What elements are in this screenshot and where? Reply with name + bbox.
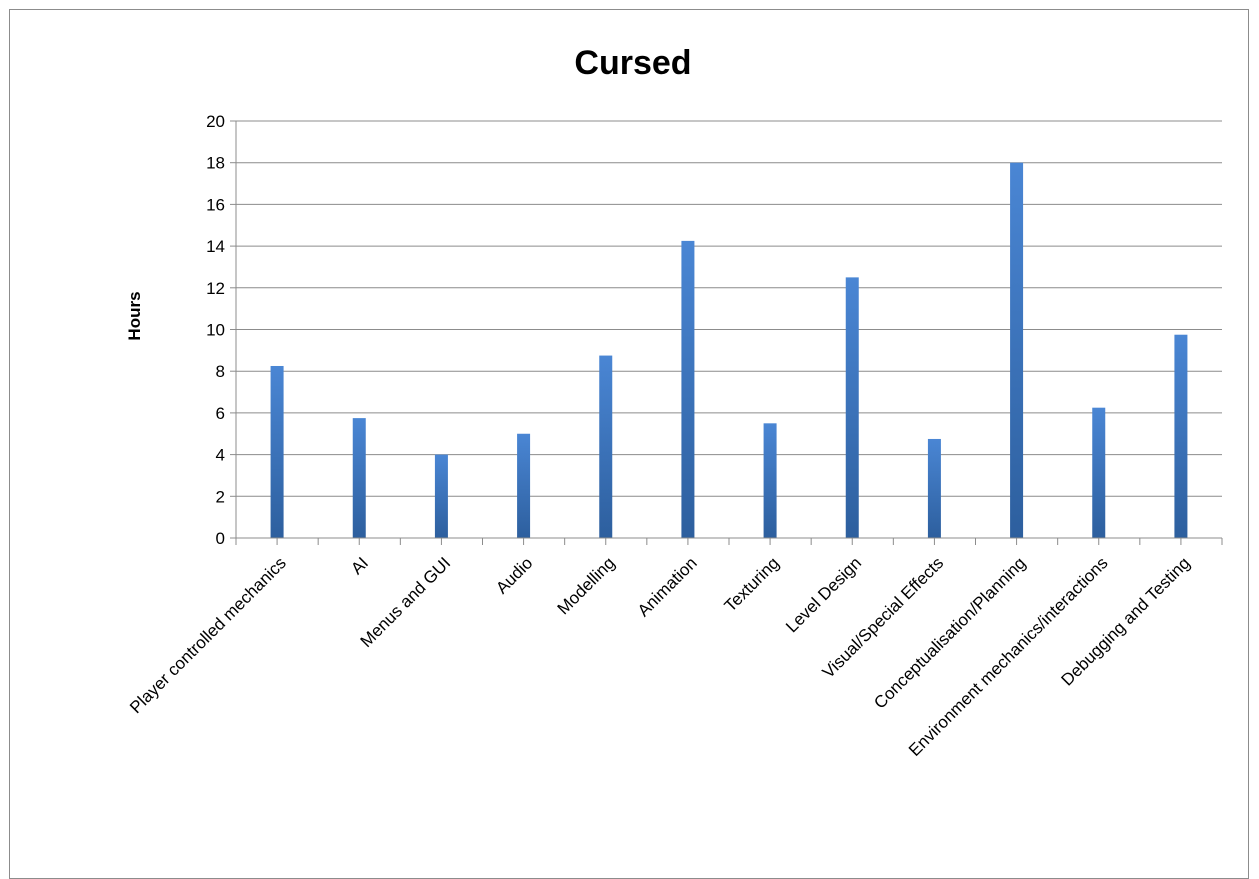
y-tick-label: 10 <box>206 321 225 340</box>
category-label: Modelling <box>554 553 619 618</box>
y-tick-label: 16 <box>206 195 225 214</box>
y-tick-label: 20 <box>206 112 225 131</box>
bar <box>352 418 366 538</box>
y-tick-label: 2 <box>216 487 225 506</box>
bar <box>927 438 941 538</box>
bar <box>517 433 531 538</box>
y-tick-labels: 0 2 4 6 8 10 12 14 16 18 20 <box>206 112 225 548</box>
y-tick-label: 8 <box>216 362 225 381</box>
category-label: Texturing <box>721 553 783 615</box>
bar <box>1092 407 1106 538</box>
bars <box>270 162 1188 538</box>
category-label: Audio <box>492 553 536 597</box>
chart-frame <box>9 9 1249 879</box>
category-label: Menus and GUI <box>357 553 455 651</box>
bar <box>434 454 448 538</box>
y-tick-label: 4 <box>216 446 225 465</box>
category-label: Animation <box>634 553 701 620</box>
category-label: Conceptualisation/Planning <box>870 553 1029 712</box>
bar <box>1174 334 1188 538</box>
category-label: Player controlled mechanics <box>126 553 290 717</box>
bar <box>763 423 777 538</box>
bar <box>681 240 695 538</box>
y-axis-label: Hours <box>125 291 144 340</box>
y-tick-label: 0 <box>216 529 225 548</box>
category-label: AI <box>347 553 372 578</box>
bar <box>1010 162 1024 538</box>
chart-title: Cursed <box>574 44 691 82</box>
axes <box>235 121 1223 545</box>
bar <box>270 365 284 538</box>
y-tick-label: 14 <box>206 237 225 256</box>
gridlines <box>230 120 1222 539</box>
y-tick-label: 18 <box>206 154 225 173</box>
y-tick-label: 12 <box>206 279 225 298</box>
bar <box>599 355 613 538</box>
y-tick-label: 6 <box>216 404 225 423</box>
category-label: Level Design <box>782 553 865 636</box>
bar <box>845 277 859 538</box>
